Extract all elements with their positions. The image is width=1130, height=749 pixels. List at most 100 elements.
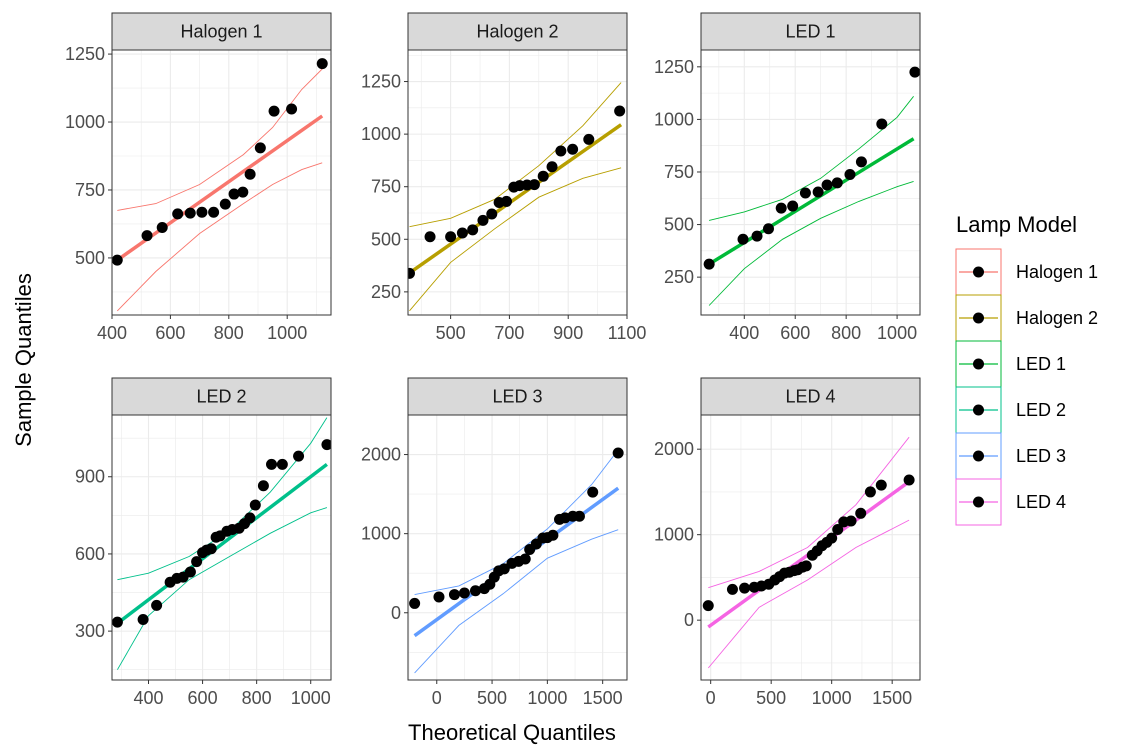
y-tick-label: 1000 xyxy=(65,112,105,132)
legend-label: LED 2 xyxy=(1016,400,1066,420)
facet-strip-label: LED 3 xyxy=(492,387,542,407)
facet-strip xyxy=(407,377,628,416)
x-tick-label: 800 xyxy=(214,323,244,343)
data-point xyxy=(751,230,763,242)
panel-background xyxy=(701,415,920,680)
facet-strip-label: LED 1 xyxy=(785,22,835,42)
data-point xyxy=(112,254,123,266)
y-tick-label: 0 xyxy=(684,610,694,630)
data-point xyxy=(467,224,479,236)
y-tick-label: 1000 xyxy=(654,109,694,129)
y-tick-label: 1000 xyxy=(361,124,401,144)
data-point xyxy=(875,479,887,491)
gridlines xyxy=(112,50,331,315)
x-tick-label: 600 xyxy=(780,323,810,343)
legend-label: Halogen 1 xyxy=(1016,262,1098,282)
legend-item: LED 3 xyxy=(955,432,1066,480)
y-tick-label: 1250 xyxy=(65,44,105,64)
legend-item: LED 1 xyxy=(955,340,1066,388)
data-point xyxy=(321,439,331,451)
legend-key-point xyxy=(973,450,984,462)
y-tick-label: 750 xyxy=(371,177,401,197)
legend-key-point xyxy=(973,312,984,324)
data-point xyxy=(826,532,838,544)
data-point xyxy=(528,179,540,191)
data-point xyxy=(424,231,436,243)
x-tick-label: 1500 xyxy=(583,688,623,708)
panel-background xyxy=(701,50,920,315)
data-point xyxy=(876,118,888,130)
facet-strip-label: LED 4 xyxy=(785,387,835,407)
data-point xyxy=(486,208,498,220)
data-point xyxy=(855,156,867,168)
data-point xyxy=(112,616,123,628)
data-point xyxy=(409,597,421,609)
y-tick-label: 300 xyxy=(75,621,105,641)
x-tick-label: 400 xyxy=(729,323,759,343)
x-tick-label: 400 xyxy=(97,323,127,343)
facet-panel: LED 2 400 600 800 1000 300 600 900 xyxy=(75,377,332,708)
x-tick-label: 500 xyxy=(756,688,786,708)
data-point xyxy=(141,230,153,242)
data-point xyxy=(500,195,512,207)
x-tick-label: 800 xyxy=(242,688,272,708)
panel-border xyxy=(111,49,332,316)
panel-border xyxy=(700,414,921,681)
legend-label: LED 4 xyxy=(1016,492,1066,512)
legend-label: Halogen 2 xyxy=(1016,308,1098,328)
data-point xyxy=(228,188,240,200)
data-point xyxy=(244,512,256,524)
data-point xyxy=(702,600,714,612)
facet-strip xyxy=(407,12,628,51)
data-point xyxy=(739,582,751,594)
facet-strip xyxy=(111,377,332,416)
data-point xyxy=(546,161,558,173)
data-point xyxy=(567,143,579,155)
facet-strip xyxy=(700,12,921,51)
data-point xyxy=(612,447,624,459)
y-tick-label: 1000 xyxy=(361,524,401,544)
data-point xyxy=(184,566,196,578)
data-point xyxy=(573,510,585,522)
y-tick-label: 900 xyxy=(75,467,105,487)
confidence-band-lower xyxy=(708,180,914,306)
y-tick-label: 750 xyxy=(664,162,694,182)
y-tick-label: 500 xyxy=(75,248,105,268)
y-axis-title: Sample Quantiles xyxy=(11,273,36,447)
data-point xyxy=(555,145,567,157)
x-tick-label: 1000 xyxy=(291,688,331,708)
data-point xyxy=(316,58,328,70)
x-axis-title: Theoretical Quantiles xyxy=(408,720,616,745)
legend-label: LED 1 xyxy=(1016,354,1066,374)
x-tick-label: 500 xyxy=(477,688,507,708)
y-tick-label: 250 xyxy=(664,267,694,287)
facet-strip xyxy=(111,12,332,51)
y-tick-label: 2000 xyxy=(654,439,694,459)
confidence-band-lower xyxy=(414,529,619,674)
y-tick-label: 500 xyxy=(371,229,401,249)
confidence-band-lower xyxy=(409,167,622,312)
x-tick-label: 700 xyxy=(494,323,524,343)
confidence-band-lower xyxy=(117,507,328,670)
legend-item: Halogen 2 xyxy=(955,294,1098,342)
data-point xyxy=(787,200,799,212)
data-point xyxy=(244,168,256,180)
y-tick-label: 500 xyxy=(664,215,694,235)
x-tick-label: 1000 xyxy=(267,323,307,343)
data-point xyxy=(799,187,811,199)
data-point xyxy=(903,474,915,486)
facet-panel: LED 4 0 500 1000 1500 0 1000 2000 xyxy=(654,377,921,708)
y-tick-label: 1250 xyxy=(361,72,401,92)
data-point xyxy=(832,524,844,536)
confidence-band-lower xyxy=(116,162,323,312)
x-tick-label: 400 xyxy=(133,688,163,708)
data-point xyxy=(614,105,626,117)
facet-panel: Halogen 1 400 600 800 1000 500 750 1000 1250 xyxy=(65,12,332,343)
data-point xyxy=(737,233,749,245)
data-point xyxy=(184,207,196,219)
facet-strip-label: Halogen 2 xyxy=(476,22,558,42)
legend: Lamp Model Halogen 1 Halogen 2 LED 1 LED 2 L… xyxy=(955,212,1098,526)
data-point xyxy=(812,186,824,198)
x-tick-label: 1500 xyxy=(872,688,912,708)
